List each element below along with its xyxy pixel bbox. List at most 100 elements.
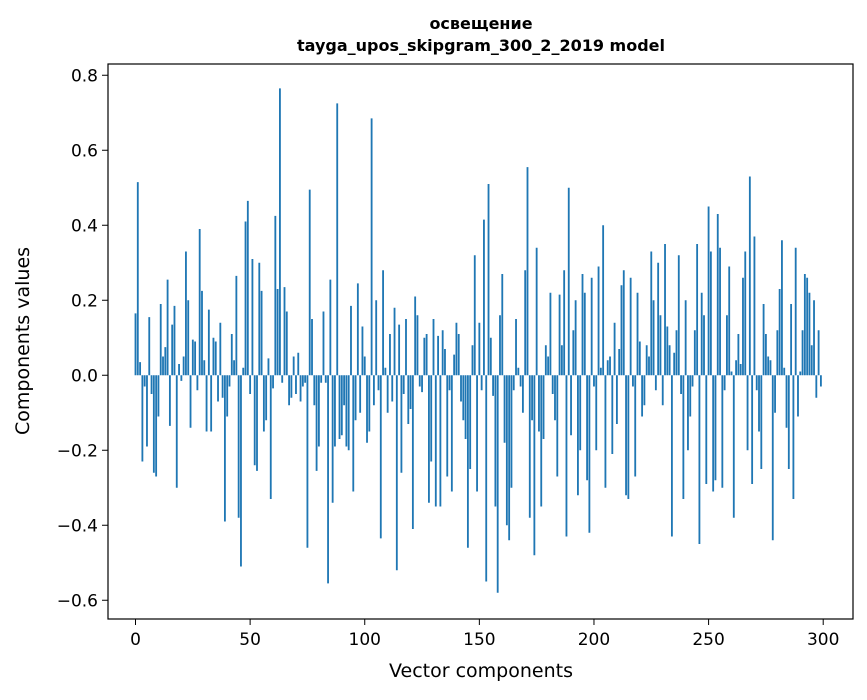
bar-139 [453,354,456,376]
bar-166 [515,319,517,376]
bar-121 [411,375,414,529]
bar-149 [476,375,478,492]
y-tick-label: 0.2 [71,291,98,311]
bar-125 [421,375,423,393]
bar-236 [675,330,678,376]
bar-123 [416,315,419,376]
bar-278 [771,375,774,541]
bar-250 [707,206,710,376]
bars-group [134,88,822,593]
bar-159 [499,315,501,376]
bar-231 [664,244,666,376]
bar-84 [327,375,329,584]
bar-21 [182,356,185,376]
bar-230 [661,375,664,406]
x-axis-label: Vector components [389,660,573,682]
bar-216 [629,277,632,376]
plot-frame [107,63,854,620]
bar-189 [567,187,570,376]
bar-17 [173,305,176,376]
bar-54 [258,262,261,376]
bar-28 [198,229,201,376]
bar-254 [716,214,719,376]
bar-119 [407,375,410,424]
bar-165 [512,375,515,391]
bar-59 [269,375,272,499]
bar-2 [139,362,142,376]
bar-269 [751,375,754,484]
bar-181 [549,292,552,376]
bar-129 [430,375,433,462]
bar-109 [384,367,387,376]
bar-9 [155,375,158,477]
bar-253 [714,375,717,481]
bar-117 [402,375,405,394]
bar-196 [583,292,586,376]
bar-261 [732,375,735,518]
bar-146 [469,375,472,469]
bar-167 [517,367,520,376]
bar-214 [625,375,627,496]
bar-11 [159,304,162,376]
bar-107 [379,375,382,539]
bar-169 [521,375,524,413]
bar-3 [141,375,144,462]
bar-155 [489,337,492,376]
bar-217 [632,375,634,387]
bar-26 [194,341,197,376]
bar-274 [762,304,765,376]
bar-57 [265,375,268,421]
bar-69 [292,356,295,376]
bar-105 [375,300,378,376]
y-tick-label: −0.4 [57,516,98,536]
bar-8 [152,375,155,473]
bar-80 [317,375,320,447]
bar-150 [478,322,481,376]
bar-56 [262,375,265,432]
bar-137 [448,375,451,391]
bar-102 [368,375,371,432]
bar-1 [136,182,139,376]
bar-213 [622,270,625,376]
chart-title-line-1: освещение [429,14,532,33]
bar-114 [395,375,398,571]
bar-193 [577,375,579,496]
bar-247 [700,292,703,376]
bar-18 [175,375,178,488]
bar-185 [558,294,561,376]
x-tick-label: 250 [692,630,724,650]
x-tick-label: 150 [463,630,495,650]
x-tick-label: 200 [578,630,610,650]
bar-65 [283,287,286,376]
bar-38 [221,375,224,398]
bar-222 [643,375,646,406]
bar-224 [648,356,650,376]
y-tick-label: 0.4 [71,216,98,236]
bar-237 [677,255,680,376]
bar-179 [544,345,547,376]
bar-215 [627,375,630,499]
bar-240 [684,300,687,376]
bar-47 [242,367,245,376]
bar-288 [794,247,797,376]
bar-210 [615,375,618,424]
bar-35 [214,341,217,376]
bar-228 [657,262,660,376]
bar-291 [801,330,804,376]
bar-87 [334,375,336,447]
bar-186 [560,345,563,376]
bar-187 [563,270,566,376]
y-tick-label: 0.0 [71,366,98,386]
bar-50 [249,375,252,394]
bar-298 [817,330,820,376]
bar-37 [219,322,222,376]
bar-275 [764,334,767,376]
bar-207 [609,356,611,376]
bar-255 [719,247,721,376]
bar-43 [233,360,235,376]
bar-191 [572,330,575,376]
bar-152 [483,219,485,376]
bar-40 [226,375,229,417]
bar-126 [423,337,426,376]
